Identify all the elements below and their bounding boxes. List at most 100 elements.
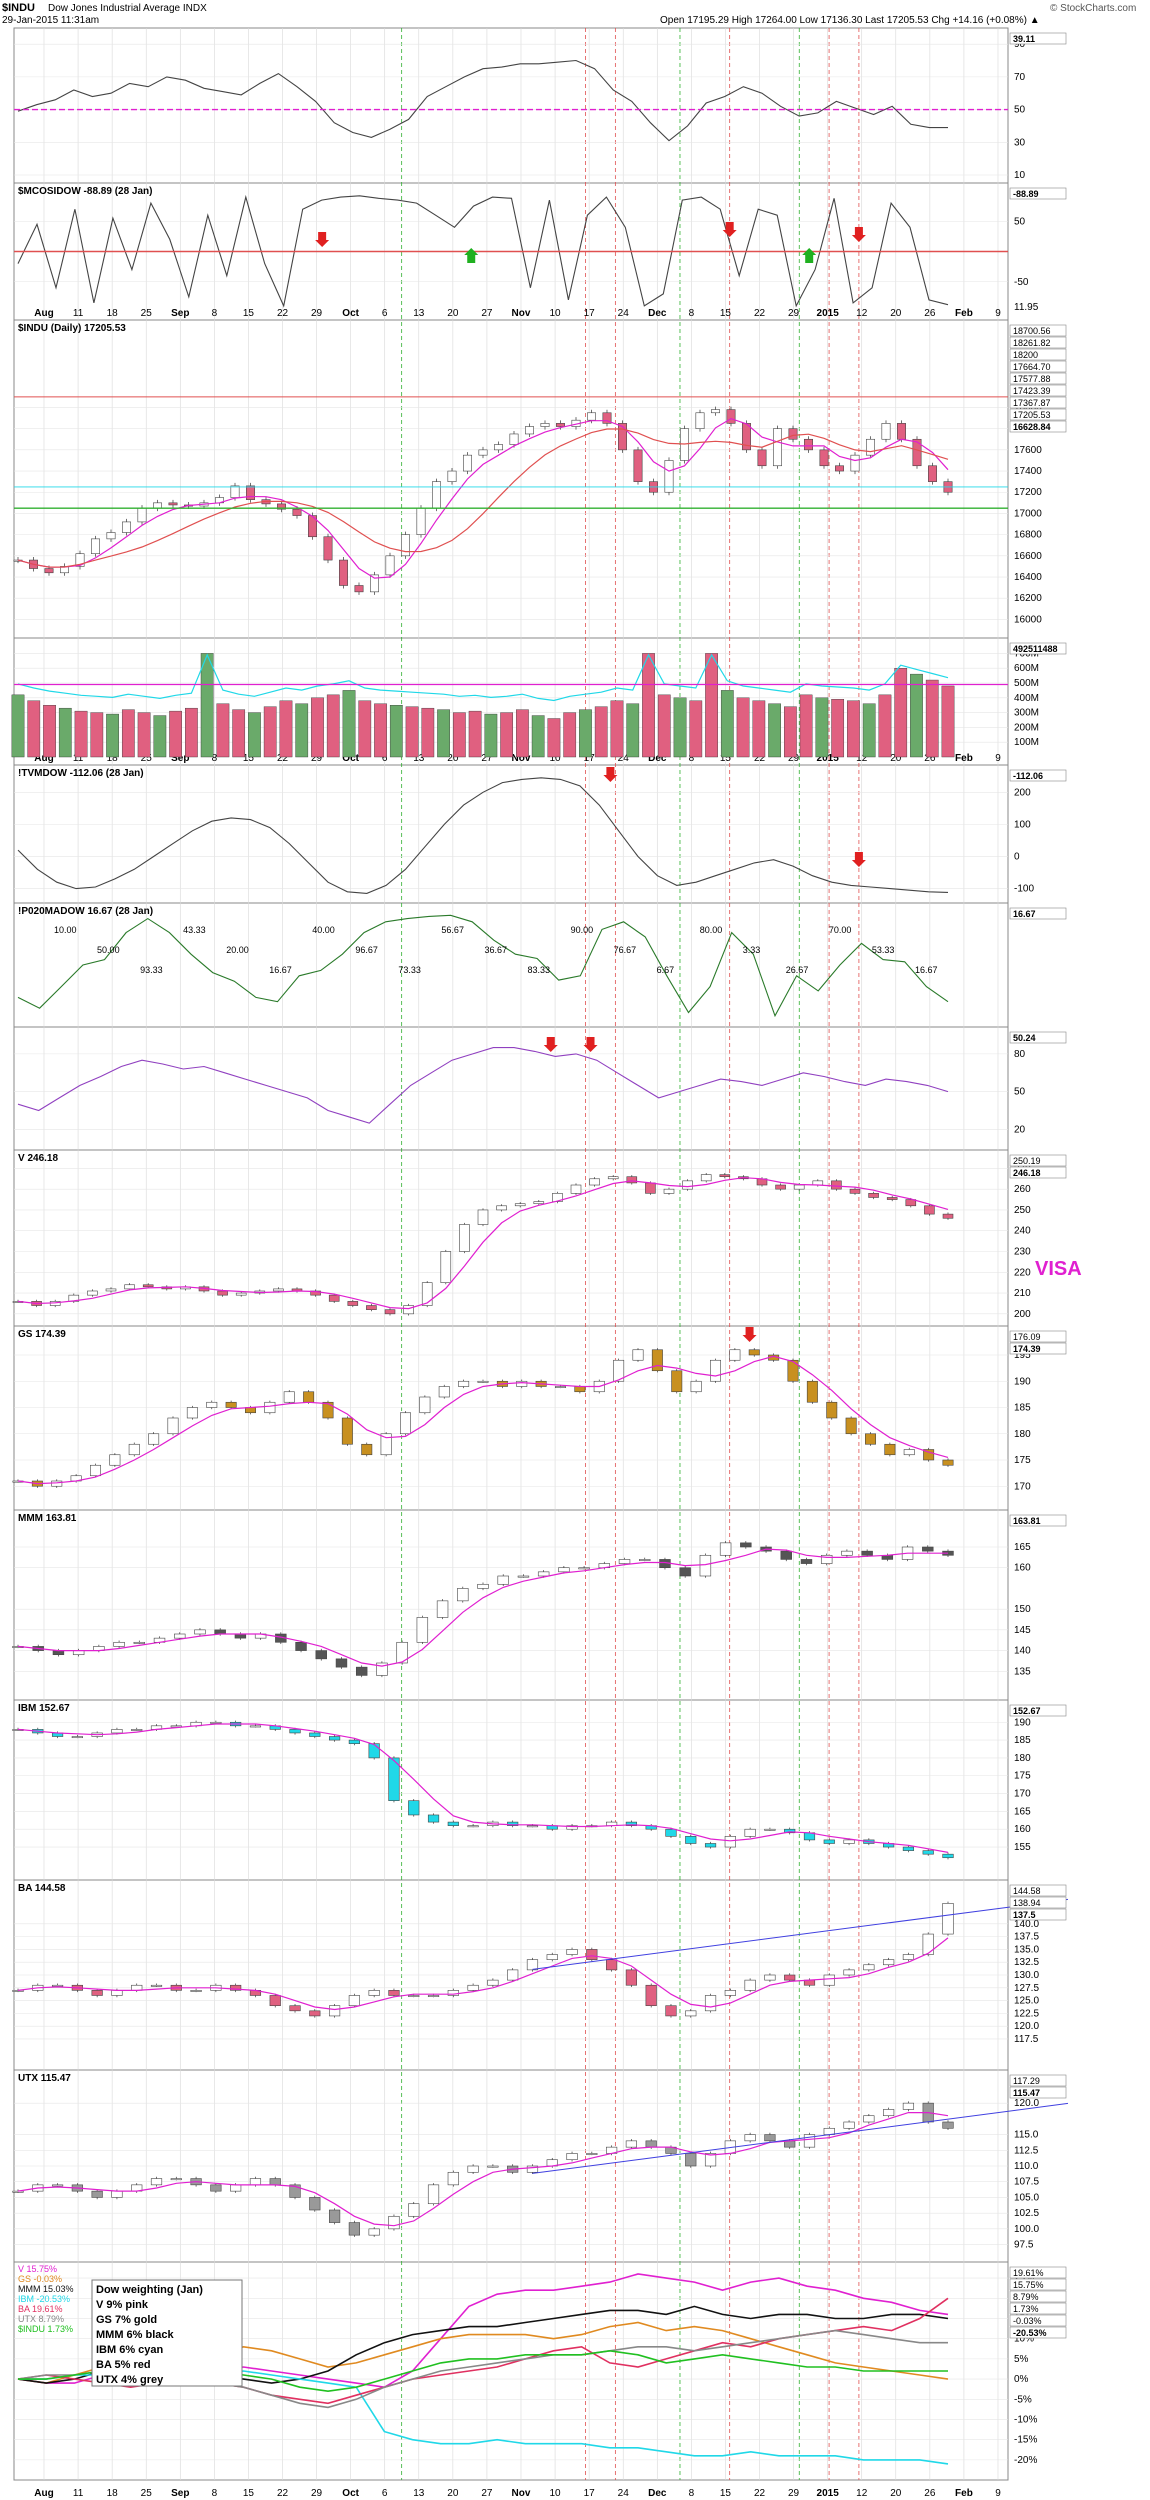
- price-label-box: [1009, 1704, 1067, 1717]
- volume-bar: [326, 694, 340, 758]
- volume-bar: [531, 715, 545, 758]
- x-axis-label: 2015: [817, 753, 840, 764]
- candle-body: [618, 423, 627, 451]
- candle-body: [235, 1292, 247, 1296]
- data-label: 36.67: [484, 945, 507, 955]
- y-tick-label: 500M: [1014, 678, 1039, 689]
- volume-bar: [421, 707, 435, 758]
- y-tick-label: 165: [1014, 1806, 1031, 1817]
- x-axis-label: 15: [243, 308, 255, 319]
- candle-body: [131, 1729, 143, 1731]
- candle-body: [249, 1725, 262, 1728]
- candle-body: [106, 532, 116, 540]
- candle-body: [671, 1370, 683, 1393]
- candle-body: [819, 449, 829, 467]
- x-axis-label: Nov: [512, 753, 531, 764]
- candle-body: [775, 1184, 786, 1190]
- candle-body: [613, 1359, 625, 1382]
- candle-body: [186, 1407, 198, 1419]
- y-tick-label: 170: [1014, 1481, 1031, 1492]
- candle-body: [685, 2010, 697, 2017]
- data-label: 43.33: [183, 925, 206, 935]
- x-axis-label: 26: [924, 753, 936, 764]
- y-tick-label: 220: [1014, 1267, 1031, 1278]
- volume-bar: [295, 703, 309, 758]
- candle-body: [803, 2134, 816, 2148]
- candle-body: [525, 426, 534, 435]
- candle-body: [329, 2209, 341, 2223]
- volume-bar: [799, 694, 813, 758]
- candle-body: [546, 1954, 558, 1960]
- candle-body: [487, 2165, 499, 2168]
- candle-body: [685, 2153, 697, 2167]
- candle-body: [942, 1459, 954, 1466]
- moving-average: [17, 417, 949, 579]
- volume-bar: [941, 685, 955, 758]
- candle-body: [826, 1401, 838, 1419]
- candle-body: [726, 409, 736, 424]
- panel-label: IBM 152.67: [18, 1703, 70, 1714]
- candle-body: [699, 1554, 712, 1577]
- candle-body: [91, 1990, 103, 1996]
- candle-body: [607, 1176, 619, 1180]
- x-axis-label: Aug: [34, 2488, 53, 2499]
- y-tick-label: 17600: [1014, 445, 1042, 456]
- x-axis-label: Sep: [171, 753, 189, 764]
- price-label: 117.29: [1013, 2076, 1040, 2086]
- volume-bar: [468, 710, 482, 758]
- price-label-box: [1009, 187, 1067, 200]
- volume-bar: [58, 707, 72, 758]
- x-axis-label: 25: [141, 2488, 153, 2499]
- y-tick-label: 260: [1014, 1184, 1031, 1195]
- candle-body: [309, 2010, 321, 2017]
- x-axis-label: Nov: [512, 308, 531, 319]
- chart-volume: 700M600M500M400M300M200M100M492511488: [11, 642, 1067, 758]
- price-label-box: [1009, 2314, 1067, 2327]
- y-tick-label: 16400: [1014, 572, 1042, 583]
- price-label: 8.79%: [1013, 2292, 1039, 2302]
- candle-body: [665, 2005, 677, 2017]
- x-axis-label: 26: [924, 2488, 936, 2499]
- x-axis-label: 15: [720, 2488, 732, 2499]
- candle-body: [843, 1969, 855, 1976]
- candle-body: [12, 1990, 24, 1992]
- series-line-osc: [17, 1047, 949, 1124]
- x-axis-label: 22: [754, 308, 766, 319]
- candle-body: [942, 1213, 954, 1219]
- candle-body: [361, 1443, 373, 1456]
- y-tick-label: -10%: [1014, 2414, 1037, 2425]
- candle-body: [122, 521, 131, 533]
- candle-body: [230, 485, 240, 498]
- y-tick-label: 200: [1014, 1309, 1031, 1320]
- candle-body: [348, 1739, 360, 1744]
- volume-bar: [185, 707, 198, 758]
- series-line-rsi: [17, 59, 948, 142]
- candle-body: [863, 2115, 875, 2123]
- x-axis-label: 24: [618, 753, 630, 764]
- x-axis-label: 27: [481, 308, 493, 319]
- price-label-box: [1009, 1154, 1067, 1167]
- candle-body: [388, 1990, 400, 1996]
- candle-body: [578, 1567, 590, 1570]
- candle-body: [843, 1839, 855, 1844]
- weighting-line: UTX 4% grey: [96, 2374, 164, 2386]
- price-label: 17664.70: [1013, 362, 1051, 372]
- price-label: -88.89: [1013, 189, 1039, 199]
- candle-body: [292, 508, 302, 516]
- panel-label: BA 144.58: [18, 1883, 66, 1894]
- candle-body: [309, 1732, 321, 1737]
- y-tick-label: 100M: [1014, 737, 1039, 748]
- data-label: 3.33: [743, 945, 761, 955]
- x-axis-label: 17: [584, 2488, 596, 2499]
- candle-body: [477, 1583, 489, 1589]
- y-tick-label: 30: [1014, 137, 1026, 148]
- chart-ma20: !P020MADOW 16.67 (28 Jan) 10.00 50.00 93.33…: [17, 906, 1067, 1018]
- x-axis-label: 2015: [817, 2488, 840, 2499]
- volume-bar: [626, 703, 640, 758]
- y-tick-label: 195: [1014, 1350, 1031, 1361]
- y-tick-label: 135.0: [1014, 1944, 1039, 1955]
- price-label: 18700.56: [1013, 326, 1051, 336]
- y-tick-label: 165: [1014, 1542, 1031, 1553]
- price-label: 19.61%: [1013, 2268, 1044, 2278]
- volume-bar: [642, 653, 655, 758]
